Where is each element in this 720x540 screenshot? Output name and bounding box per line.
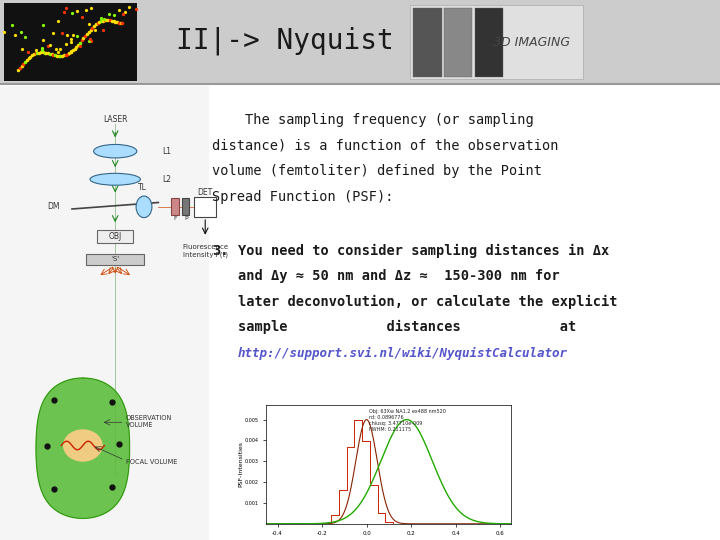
Text: LASER: LASER xyxy=(103,115,127,124)
Bar xyxy=(4,3,137,81)
Text: DM: DM xyxy=(48,202,60,211)
Text: DET: DET xyxy=(197,187,213,197)
Bar xyxy=(194,197,216,217)
Text: II|-> Nyquist: II|-> Nyquist xyxy=(176,26,394,55)
Bar xyxy=(171,198,179,215)
Text: L2: L2 xyxy=(162,175,171,184)
Text: later deconvolution, or calculate the explicit: later deconvolution, or calculate the ex… xyxy=(238,295,617,309)
Bar xyxy=(0,0,720,84)
Ellipse shape xyxy=(94,144,137,158)
Ellipse shape xyxy=(136,196,152,218)
Bar xyxy=(410,5,583,79)
Ellipse shape xyxy=(63,429,103,462)
Text: volume (femtoliter) defined by the Point: volume (femtoliter) defined by the Point xyxy=(212,164,542,178)
Bar xyxy=(413,8,442,77)
Text: OBJ: OBJ xyxy=(109,232,122,241)
Text: L1: L1 xyxy=(162,147,171,156)
Text: TL: TL xyxy=(138,183,147,192)
Text: 3D IMAGING: 3D IMAGING xyxy=(493,36,570,49)
Text: http://support.svi.nl/wiki/NyquistCalculator: http://support.svi.nl/wiki/NyquistCalcul… xyxy=(238,347,567,360)
Text: OBSERVATION
VOLUME: OBSERVATION VOLUME xyxy=(126,415,172,428)
Ellipse shape xyxy=(90,173,140,185)
Text: FOCAL VOLUME: FOCAL VOLUME xyxy=(126,458,177,465)
Polygon shape xyxy=(36,378,130,518)
Text: Spread Function (PSF):: Spread Function (PSF): xyxy=(212,190,394,204)
Bar xyxy=(86,254,144,265)
Text: The sampling frequency (or sampling: The sampling frequency (or sampling xyxy=(212,113,534,127)
Y-axis label: PSF-Intensities: PSF-Intensities xyxy=(238,441,243,488)
Text: P: P xyxy=(184,216,188,221)
Text: distance) is a function of the observation: distance) is a function of the observati… xyxy=(212,139,559,153)
Text: You need to consider sampling distances in Δx: You need to consider sampling distances … xyxy=(238,244,609,258)
Bar xyxy=(97,230,133,243)
Bar xyxy=(444,8,472,77)
Bar xyxy=(0,86,209,540)
Text: Obj: 63Xw NA1.2 ex488 nm520
rd: 0.0896776
chiusq: 3.47710e-009
FWHM: 0.211175: Obj: 63Xw NA1.2 ex488 nm520 rd: 0.089677… xyxy=(369,409,446,432)
Text: sample            distances            at: sample distances at xyxy=(238,320,576,334)
Bar xyxy=(474,8,503,77)
Text: Fluorescence
Intensity F(t): Fluorescence Intensity F(t) xyxy=(182,244,228,258)
Text: 3.: 3. xyxy=(212,244,229,258)
Text: F: F xyxy=(173,216,177,221)
Text: and Δy ≈ 50 nm and Δz ≈  150-300 nm for: and Δy ≈ 50 nm and Δz ≈ 150-300 nm for xyxy=(238,269,559,284)
Bar xyxy=(182,198,189,215)
Text: 'S': 'S' xyxy=(111,256,120,262)
